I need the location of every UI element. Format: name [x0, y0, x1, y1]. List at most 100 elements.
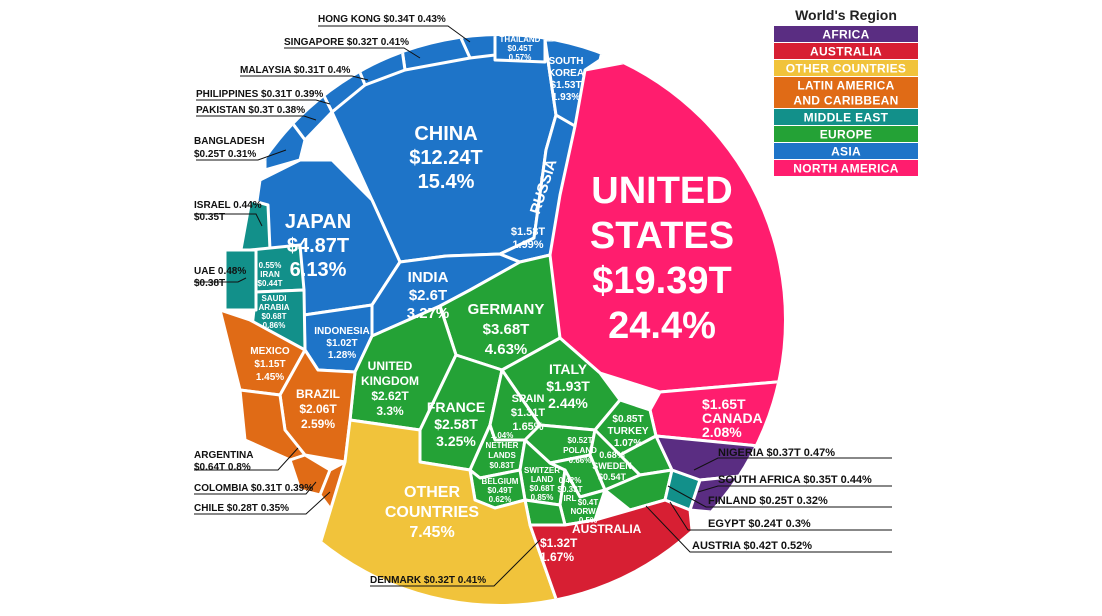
label-sweden-line: SWEDEN [592, 461, 632, 471]
legend-label-line: EUROPE [820, 128, 872, 142]
label-thailand-line: 0.57% [509, 53, 532, 62]
label-iran-line: IRAN [260, 270, 280, 279]
label-philippines-line: PHILIPPINES $0.31T 0.39% [196, 89, 323, 100]
label-sweden-line: $0.54T [598, 472, 627, 482]
label-finland-line: FINLAND $0.25T 0.32% [708, 495, 828, 507]
label-netherlands-line: $0.83T [490, 461, 515, 470]
legend-label-line: MIDDLE EAST [804, 111, 889, 125]
legend-label-latin-america-and-caribbean: LATIN AMERICA AND CARIBBEAN [793, 79, 898, 108]
label-sweden-line: 0.68% [599, 450, 625, 460]
label-brazil-line: BRAZIL [296, 387, 340, 401]
label-china-line: 15.4% [418, 171, 475, 193]
label-argentina: ARGENTINA $0.64T 0.8% [194, 450, 253, 473]
label-norway: $0.4T NORWAY 0.5% [570, 498, 606, 525]
label-egypt: EGYPT $0.24T 0.3% [708, 518, 811, 530]
label-israel-line: $0.35T [194, 212, 225, 223]
label-mexico: MEXICO $1.15T 1.45% [250, 346, 290, 383]
label-malaysia: MALAYSIA $0.31T 0.4% [240, 65, 351, 76]
legend-swatch-middle-east [774, 109, 918, 125]
label-india-line: INDIA [408, 269, 449, 286]
label-ireland-line: IRL [564, 494, 577, 503]
label-spain-line: $1.31T [511, 407, 546, 419]
label-switzerland-line: 0.85% [531, 493, 554, 502]
label-switzerland: SWITZER LAND $0.68T 0.85% [524, 466, 560, 502]
label-united-states-line: 24.4% [608, 305, 716, 347]
legend-label-asia: ASIA [831, 145, 861, 159]
label-china-line: $12.24T [409, 147, 482, 169]
label-egypt-line: EGYPT $0.24T 0.3% [708, 518, 811, 530]
legend-label-line: AUSTRALIA [810, 45, 882, 59]
label-japan-line: $4.87T [287, 235, 349, 257]
label-netherlands-line: LANDS [488, 451, 516, 460]
label-south-africa-line: SOUTH AFRICA $0.35T 0.44% [718, 474, 872, 486]
label-canada-line: $1.65T [702, 396, 746, 412]
label-switzerland-line: LAND [531, 475, 553, 484]
label-russia-line: $1.58T [511, 226, 546, 238]
label-switzerland-line: $0.68T [530, 484, 555, 493]
label-malaysia-line: MALAYSIA $0.31T 0.4% [240, 65, 351, 76]
label-uae: UAE 0.48% $0.38T [194, 266, 246, 289]
legend-label-africa: AFRICA [822, 28, 869, 42]
label-italy-line: $1.93T [546, 378, 590, 394]
label-poland: $0.52T POLAND 0.66% [563, 436, 597, 465]
label-poland-line: 0.66% [569, 456, 592, 465]
legend-label-australia: AUSTRALIA [810, 45, 882, 59]
label-germany-line: $3.68T [483, 321, 530, 338]
label-hong-kong-line: HONG KONG $0.34T 0.43% [318, 14, 446, 25]
label-south-africa: SOUTH AFRICA $0.35T 0.44% [718, 474, 872, 486]
label-indonesia: INDONESIA $1.02T 1.28% [314, 326, 370, 361]
label-south-korea-line: $1.53T [550, 80, 581, 91]
label-saudi-arabia: SAUDI ARABIA $0.68T 0.86% [258, 294, 289, 330]
label-austria-line: AUSTRIA $0.42T 0.52% [692, 540, 812, 552]
label-united-kingdom-line: UNITED [368, 359, 413, 373]
cell-labels: UNITED STATES $19.39T 24.4%$1.65T CANADA 2.08… [194, 14, 872, 586]
label-spain-line: 1.65% [512, 421, 543, 433]
label-denmark: DENMARK $0.32T 0.41% [370, 575, 486, 586]
label-spain: SPAIN $1.31T 1.65% [511, 393, 546, 433]
label-denmark-line: DENMARK $0.32T 0.41% [370, 575, 486, 586]
label-australia-line: 1.67% [540, 550, 574, 564]
legend-label-line: ASIA [831, 145, 861, 159]
legend-swatch-other-countries [774, 60, 918, 76]
label-other-countries-line: COUNTRIES [385, 504, 480, 521]
label-uae-line: $0.38T [194, 278, 225, 289]
label-sweden: 0.68% SWEDEN $0.54T [592, 450, 632, 482]
label-poland-line: POLAND [563, 446, 597, 455]
label-uae-line: UAE 0.48% [194, 266, 246, 277]
label-canada: $1.65T CANADA 2.08% [702, 396, 763, 440]
label-united-states-line: STATES [590, 215, 734, 257]
label-philippines: PHILIPPINES $0.31T 0.39% [196, 89, 323, 100]
label-mexico-line: $1.15T [254, 359, 285, 370]
label-iran-line: 0.55% [259, 261, 282, 270]
label-switzerland-line: SWITZER [524, 466, 560, 475]
label-india: INDIA $2.6T 3.27% [407, 269, 450, 322]
legend-swatch-north-america [774, 160, 918, 176]
label-other-countries: OTHER COUNTRIES 7.45% [385, 484, 480, 541]
label-bangladesh: BANGLADESH $0.25T 0.31% [194, 136, 265, 160]
legend-label-north-america: NORTH AMERICA [793, 162, 898, 176]
label-japan: JAPAN $4.87T 6.13% [285, 211, 351, 281]
legend-label-line: LATIN AMERICA [797, 79, 894, 93]
label-south-korea-line: 1.93% [552, 92, 580, 103]
label-indonesia-line: INDONESIA [314, 326, 370, 337]
legend-label-other-countries: OTHER COUNTRIES [786, 62, 907, 76]
label-germany-line: 4.63% [485, 341, 528, 358]
label-india-line: $2.6T [409, 287, 447, 304]
label-belgium-line: 0.62% [489, 495, 512, 504]
label-germany-line: GERMANY [468, 301, 545, 318]
legend-label-middle-east: MIDDLE EAST [804, 111, 889, 125]
label-mexico-line: 1.45% [256, 372, 284, 383]
label-colombia-line: COLOMBIA $0.31T 0.39% [194, 483, 313, 494]
label-thailand: THAILAND $0.45T 0.57% [500, 35, 541, 62]
label-ireland: 0.42% $0.33T IRL [558, 476, 583, 503]
label-iran: 0.55% IRAN $0.44T [258, 261, 283, 288]
label-iran-line: $0.44T [258, 279, 283, 288]
label-netherlands-line: NETHER [486, 441, 519, 450]
label-thailand-line: $0.45T [508, 44, 533, 53]
label-norway-line: NORWAY [570, 507, 606, 516]
legend-swatch-australia [774, 43, 918, 59]
label-italy-line: 2.44% [548, 395, 588, 411]
label-turkey-line: $0.85T [612, 414, 643, 425]
label-united-kingdom-line: KINGDOM [361, 374, 419, 388]
